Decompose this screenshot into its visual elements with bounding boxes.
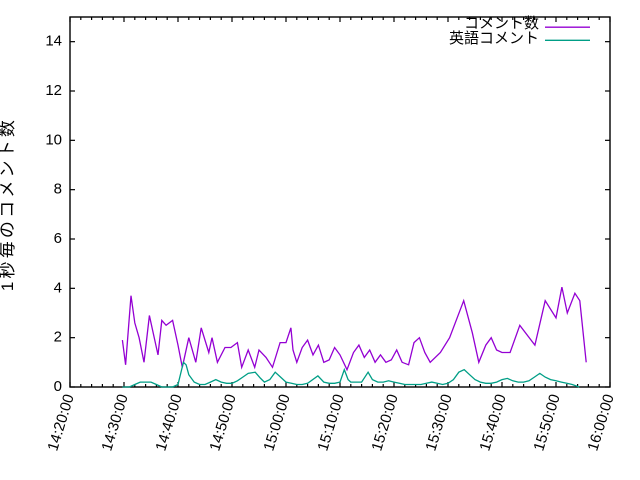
svg-text:2: 2 (54, 329, 62, 346)
svg-text:14: 14 (45, 33, 62, 50)
svg-text:4: 4 (54, 279, 62, 296)
svg-text:10: 10 (45, 131, 62, 148)
svg-text:12: 12 (45, 82, 62, 99)
svg-text:6: 6 (54, 230, 62, 247)
svg-text:1秒毎のコメント数: 1秒毎のコメント数 (0, 117, 17, 291)
svg-text:8: 8 (54, 181, 62, 198)
svg-text:英語コメント: 英語コメント (449, 29, 539, 47)
